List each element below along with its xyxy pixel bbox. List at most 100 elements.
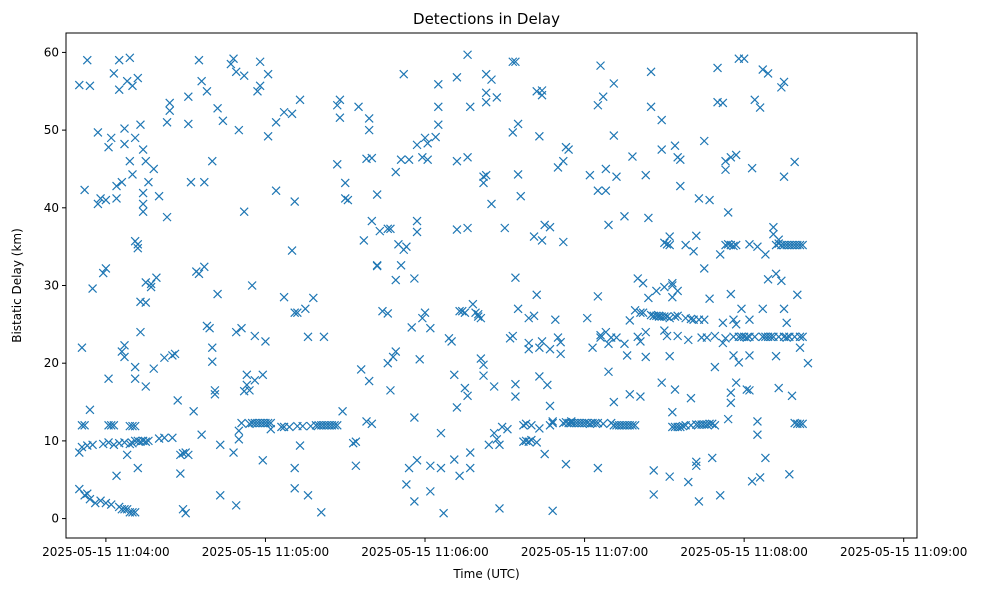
x-tick-label-4: 2025-05-15 11:08:00: [680, 545, 807, 559]
data-point-187: [287, 109, 297, 119]
data-point-116: [178, 504, 188, 514]
data-point-249: [391, 167, 401, 177]
data-point-389: [566, 417, 576, 426]
data-point-270: [420, 308, 430, 318]
data-point-120: [186, 177, 196, 187]
data-point-296: [460, 383, 470, 393]
data-point-437: [628, 420, 637, 430]
data-point-14: [80, 490, 90, 500]
data-point-273: [423, 138, 433, 148]
data-point-39: [130, 133, 140, 143]
data-point-423: [609, 79, 619, 88]
data-point-152: [237, 418, 246, 428]
data-point-113: [178, 448, 188, 458]
data-point-106: [165, 98, 175, 108]
data-point-444: [636, 337, 645, 346]
data-point-340: [513, 304, 523, 314]
data-point-55: [146, 279, 156, 289]
data-point-469: [659, 238, 669, 248]
data-point-257: [404, 155, 414, 165]
data-point-30: [114, 55, 124, 65]
data-point-259: [407, 323, 417, 332]
data-point-4: [80, 420, 90, 430]
data-point-478: [665, 351, 675, 361]
data-point-595: [771, 269, 781, 279]
data-point-522: [702, 333, 712, 342]
data-point-500: [683, 335, 693, 345]
data-point-139: [215, 440, 225, 450]
data-point-194: [292, 308, 302, 318]
data-point-488: [673, 331, 683, 341]
y-tick-label-1: 10: [44, 434, 59, 448]
data-point-362: [537, 236, 547, 245]
data-point-319: [487, 199, 496, 209]
data-point-174: [258, 370, 268, 380]
data-point-449: [641, 327, 651, 337]
data-point-60: [98, 268, 108, 278]
data-point-263: [412, 455, 422, 465]
data-point-464: [657, 378, 667, 388]
data-point-13: [74, 484, 84, 494]
y-tick-label-4: 40: [44, 201, 59, 215]
data-point-36: [125, 156, 135, 166]
data-point-447: [638, 278, 648, 288]
data-point-230: [364, 376, 374, 386]
data-point-501: [683, 477, 693, 487]
data-point-86: [125, 439, 135, 449]
data-point-359: [534, 343, 544, 353]
x-axis-label: Time (UTC): [452, 567, 519, 581]
data-point-121: [189, 406, 199, 416]
data-point-238: [372, 261, 382, 271]
data-point-138: [213, 289, 223, 299]
data-point-583: [758, 304, 768, 314]
data-point-384: [561, 459, 571, 469]
data-point-48: [138, 199, 148, 209]
data-point-51: [141, 298, 151, 308]
data-point-147: [231, 67, 241, 77]
data-point-74: [120, 504, 129, 514]
data-point-534: [715, 490, 725, 500]
data-point-225: [354, 102, 363, 112]
data-point-323: [492, 93, 502, 102]
data-point-19: [101, 498, 111, 508]
data-point-396: [582, 313, 592, 323]
data-point-364: [537, 86, 547, 95]
data-point-227: [359, 236, 369, 245]
data-point-373: [548, 506, 558, 516]
data-point-77: [128, 507, 137, 517]
data-point-15: [82, 489, 92, 499]
data-point-280: [433, 102, 443, 112]
data-point-18: [96, 496, 105, 506]
data-point-336: [511, 379, 520, 389]
data-point-264: [412, 216, 422, 226]
data-point-398: [585, 170, 595, 180]
data-point-443: [636, 392, 645, 402]
data-point-285: [447, 337, 457, 346]
data-point-261: [409, 274, 419, 283]
data-point-569: [745, 315, 754, 325]
data-point-272: [423, 155, 433, 165]
data-point-202: [308, 293, 318, 303]
y-axis-ticks: 0 10 20 30 40 50 60: [44, 45, 66, 526]
data-point-53: [144, 177, 153, 187]
data-point-566: [742, 385, 752, 395]
data-point-413: [601, 164, 611, 174]
data-point-80: [120, 340, 129, 350]
data-point-539: [721, 165, 730, 175]
data-point-243: [383, 358, 393, 368]
y-tick-label-5: 50: [44, 123, 59, 137]
data-point-442: [633, 332, 643, 342]
data-point-630: [798, 240, 808, 250]
data-point-192: [290, 483, 300, 493]
data-point-510: [691, 461, 701, 471]
data-point-251: [396, 155, 406, 165]
data-point-509: [691, 457, 701, 467]
data-point-92: [141, 437, 151, 447]
data-point-123: [194, 55, 204, 65]
data-point-21: [93, 199, 103, 209]
data-point-560: [734, 357, 744, 367]
data-point-331: [508, 57, 518, 67]
data-point-513: [694, 194, 704, 203]
data-point-360: [534, 424, 544, 433]
data-point-242: [383, 309, 393, 318]
